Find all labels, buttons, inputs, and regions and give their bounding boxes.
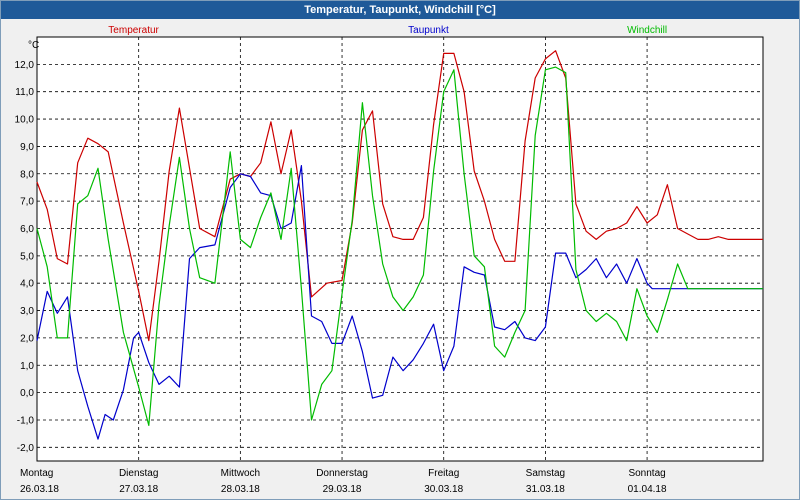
x-tick-weekday: Mittwoch [221, 468, 260, 479]
y-tick-label: -1,0 [17, 415, 35, 426]
x-tick-date: 30.03.18 [424, 484, 463, 495]
y-tick-label: 8,0 [20, 169, 34, 180]
y-tick-label: 3,0 [20, 306, 34, 317]
y-tick-label: -2,0 [17, 443, 35, 454]
series-line-taupunkt [36, 165, 763, 440]
window-title: Temperatur, Taupunkt, Windchill [°C] [1, 1, 799, 19]
axis-labels: -2,0 -1,0 0,0 1,0 2,0 3,0 4,0 5,0 6,0 7,0 8,0 9,0 10… [15, 25, 668, 495]
y-tick-label: 4,0 [20, 279, 34, 290]
x-tick-weekday: Samstag [526, 468, 565, 479]
x-tick-date: 01.04.18 [628, 484, 667, 495]
x-tick-weekday: Montag [20, 468, 53, 479]
plot-area [36, 36, 764, 462]
y-tick-label: 5,0 [20, 251, 34, 262]
series-line-temperatur [36, 50, 763, 342]
x-tick-date: 28.03.18 [221, 484, 260, 495]
y-tick-label: 11,0 [15, 87, 34, 98]
series-line-windchill [36, 66, 763, 426]
y-tick-label: 0,0 [20, 388, 34, 399]
y-tick-label: 7,0 [20, 197, 34, 208]
x-tick-date: 31.03.18 [526, 484, 565, 495]
y-axis-unit: °C [28, 40, 39, 51]
legend-taupunkt: Taupunkt [408, 25, 449, 36]
series-group [36, 50, 763, 440]
y-tick-label: 2,0 [20, 333, 34, 344]
x-tick-weekday: Donnerstag [316, 468, 368, 479]
y-tick-label: 6,0 [20, 224, 34, 235]
y-tick-label: 9,0 [20, 142, 34, 153]
x-tick-weekday: Sonntag [628, 468, 665, 479]
x-tick-date: 27.03.18 [119, 484, 158, 495]
y-tick-label: 12,0 [15, 60, 35, 71]
y-tick-label: 10,0 [15, 115, 35, 126]
legend-temperatur: Temperatur [108, 25, 159, 36]
x-tick-date: 29.03.18 [323, 484, 362, 495]
legend-windchill: Windchill [627, 25, 667, 36]
x-tick-weekday: Freitag [428, 468, 459, 479]
y-tick-label: 1,0 [20, 361, 34, 372]
x-tick-date: 26.03.18 [20, 484, 59, 495]
x-tick-weekday: Dienstag [119, 468, 158, 479]
